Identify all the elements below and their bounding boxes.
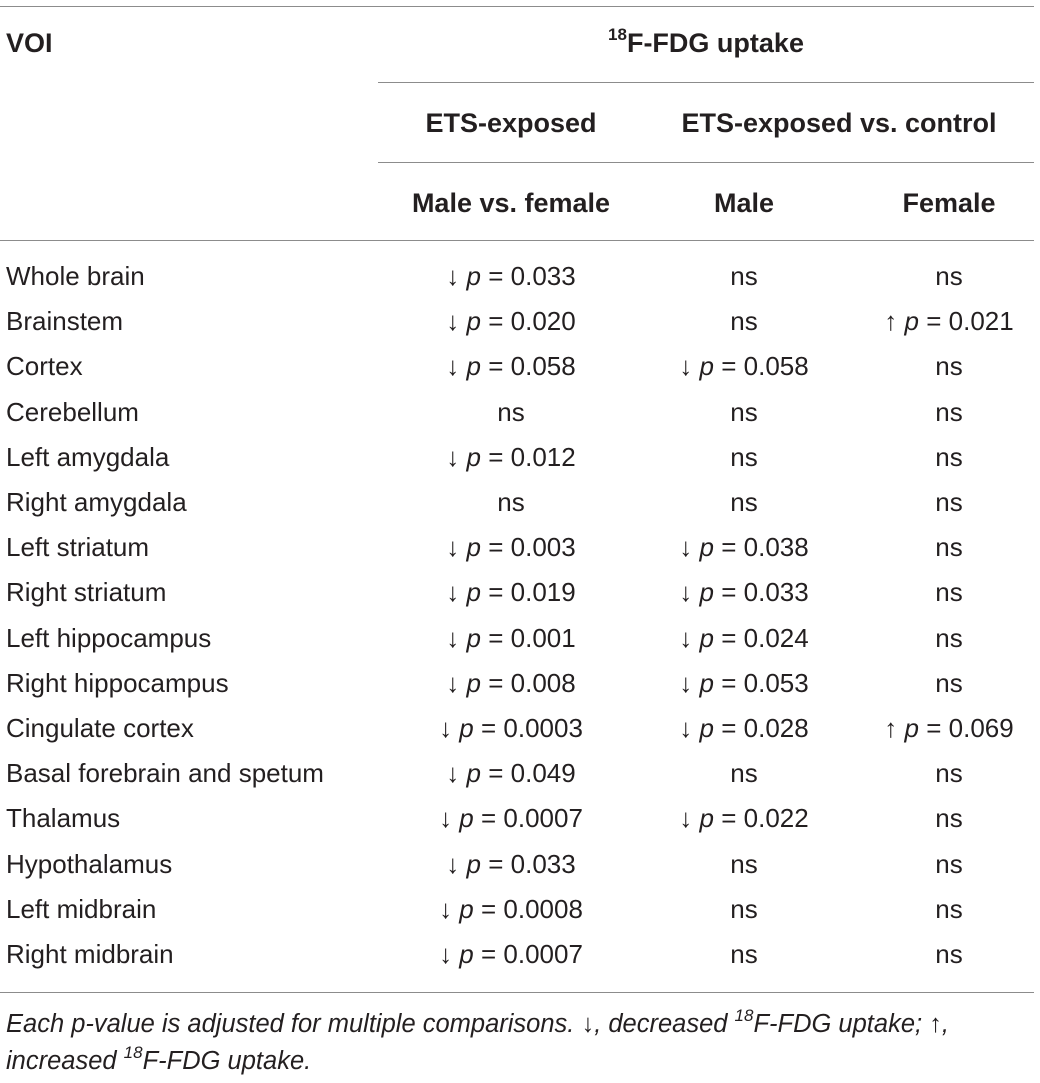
male-cell: ↓ p = 0.053 <box>679 668 809 698</box>
female-cell: ns <box>935 939 963 969</box>
voi-cell: Right striatum <box>6 577 167 607</box>
voi-cell: Right midbrain <box>6 939 174 969</box>
voi-cell: Cerebellum <box>6 397 139 427</box>
male-cell: ↓ p = 0.033 <box>679 577 809 607</box>
male-vs-female-cell: ↓ p = 0.033 <box>446 261 576 291</box>
male-vs-female-cell: ↓ p = 0.058 <box>446 351 576 381</box>
voi-header: VOI <box>6 28 53 58</box>
male-vs-female-cell: ↓ p = 0.0007 <box>439 939 583 969</box>
male-vs-female-cell: ↓ p = 0.020 <box>446 306 576 336</box>
male-cell: ↓ p = 0.038 <box>679 532 809 562</box>
voi-cell: Hypothalamus <box>6 849 173 879</box>
female-cell: ns <box>935 351 963 381</box>
sub-female-header: Female <box>902 188 996 218</box>
group-vs-control-header: ETS-exposed vs. control <box>681 108 997 138</box>
male-vs-female-cell: ↓ p = 0.001 <box>446 623 576 653</box>
male-vs-female-cell: ns <box>497 487 525 517</box>
footnote-sup2: 18 <box>123 1042 143 1062</box>
male-cell: ns <box>730 306 758 336</box>
female-cell: ns <box>935 261 963 291</box>
voi-cell: Right amygdala <box>6 487 187 517</box>
group-exposed-header: ETS-exposed <box>425 108 597 138</box>
footnote-part1: Each p-value is adjusted for multiple co… <box>6 1010 735 1038</box>
voi-cell: Brainstem <box>6 306 124 336</box>
female-cell: ↑ p = 0.069 <box>884 713 1014 743</box>
voi-cell: Left midbrain <box>6 894 157 924</box>
voi-cell: Left amygdala <box>6 442 170 472</box>
female-cell: ns <box>935 623 963 653</box>
uptake-underline <box>378 82 1034 83</box>
male-vs-female-cell: ↓ p = 0.003 <box>446 532 576 562</box>
group-underline <box>378 162 1034 163</box>
female-cell: ns <box>935 668 963 698</box>
male-cell: ↓ p = 0.022 <box>679 803 809 833</box>
male-cell: ↓ p = 0.058 <box>679 351 809 381</box>
voi-cell: Right hippocampus <box>6 668 229 698</box>
female-cell: ns <box>935 442 963 472</box>
voi-cell: Thalamus <box>6 803 121 833</box>
uptake-header-sup: 18 <box>608 25 627 44</box>
female-cell: ↑ p = 0.021 <box>884 306 1014 336</box>
male-cell: ns <box>730 261 758 291</box>
female-cell: ns <box>935 758 963 788</box>
voi-cell: Left striatum <box>6 532 150 562</box>
header-bottom-rule <box>0 240 1034 241</box>
male-cell: ns <box>730 397 758 427</box>
male-cell: ns <box>730 442 758 472</box>
voi-cell: Basal forebrain and spetum <box>6 758 324 788</box>
uptake-header: 18F-FDG uptake <box>378 25 1034 59</box>
male-cell: ↓ p = 0.028 <box>679 713 809 743</box>
male-cell: ns <box>730 939 758 969</box>
female-cell: ns <box>935 397 963 427</box>
male-vs-female-cell: ↓ p = 0.0003 <box>439 713 583 743</box>
voi-cell: Cingulate cortex <box>6 713 194 743</box>
male-vs-female-cell: ↓ p = 0.033 <box>446 849 576 879</box>
male-vs-female-cell: ↓ p = 0.049 <box>446 758 576 788</box>
voi-cell: Cortex <box>6 351 83 381</box>
sub-male-vs-female-header: Male vs. female <box>411 188 611 218</box>
male-vs-female-cell: ↓ p = 0.008 <box>446 668 576 698</box>
female-cell: ns <box>935 894 963 924</box>
male-cell: ↓ p = 0.024 <box>679 623 809 653</box>
voi-cell: Whole brain <box>6 261 145 291</box>
male-vs-female-cell: ns <box>497 397 525 427</box>
table-top-rule <box>0 6 1034 7</box>
uptake-header-label: F-FDG uptake <box>626 28 804 58</box>
female-cell: ns <box>935 532 963 562</box>
male-vs-female-cell: ↓ p = 0.0008 <box>439 894 583 924</box>
female-cell: ns <box>935 849 963 879</box>
female-cell: ns <box>935 487 963 517</box>
male-cell: ns <box>730 487 758 517</box>
male-vs-female-cell: ↓ p = 0.012 <box>446 442 576 472</box>
male-cell: ns <box>730 758 758 788</box>
footnote-sup1: 18 <box>734 1005 754 1025</box>
table-footnote: Each p-value is adjusted for multiple co… <box>6 1006 1034 1080</box>
male-vs-female-cell: ↓ p = 0.019 <box>446 577 576 607</box>
female-cell: ns <box>935 577 963 607</box>
sub-male-header: Male <box>713 188 775 218</box>
table-bottom-rule <box>0 992 1034 993</box>
male-vs-female-cell: ↓ p = 0.0007 <box>439 803 583 833</box>
female-cell: ns <box>935 803 963 833</box>
male-cell: ns <box>730 849 758 879</box>
footnote-part2: F-FDG uptake; ↑, increased <box>6 1010 949 1075</box>
male-cell: ns <box>730 894 758 924</box>
voi-cell: Left hippocampus <box>6 623 212 653</box>
footnote-part3: F-FDG uptake. <box>142 1047 312 1075</box>
